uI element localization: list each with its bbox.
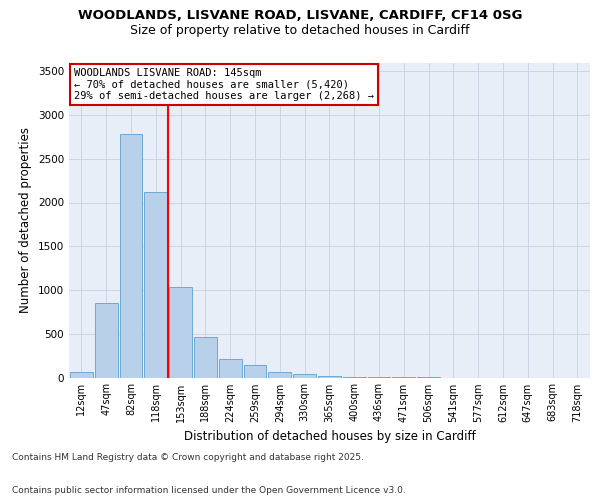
Bar: [343, 376, 365, 378]
Bar: [70, 372, 93, 378]
Bar: [95, 303, 118, 378]
X-axis label: Distribution of detached houses by size in Cardiff: Distribution of detached houses by size …: [184, 430, 475, 443]
Bar: [145, 192, 167, 378]
Text: WOODLANDS, LISVANE ROAD, LISVANE, CARDIFF, CF14 0SG: WOODLANDS, LISVANE ROAD, LISVANE, CARDIF…: [78, 9, 522, 22]
Text: Contains HM Land Registry data © Crown copyright and database right 2025.: Contains HM Land Registry data © Crown c…: [12, 454, 364, 462]
Text: Contains public sector information licensed under the Open Government Licence v3: Contains public sector information licen…: [12, 486, 406, 495]
Y-axis label: Number of detached properties: Number of detached properties: [19, 127, 32, 313]
Bar: [268, 372, 291, 378]
Text: Size of property relative to detached houses in Cardiff: Size of property relative to detached ho…: [130, 24, 470, 37]
Bar: [194, 337, 217, 378]
Bar: [244, 365, 266, 378]
Text: WOODLANDS LISVANE ROAD: 145sqm
← 70% of detached houses are smaller (5,420)
29% : WOODLANDS LISVANE ROAD: 145sqm ← 70% of …: [74, 68, 374, 101]
Bar: [318, 376, 341, 378]
Bar: [219, 359, 242, 378]
Bar: [293, 374, 316, 378]
Bar: [119, 134, 142, 378]
Bar: [169, 286, 192, 378]
